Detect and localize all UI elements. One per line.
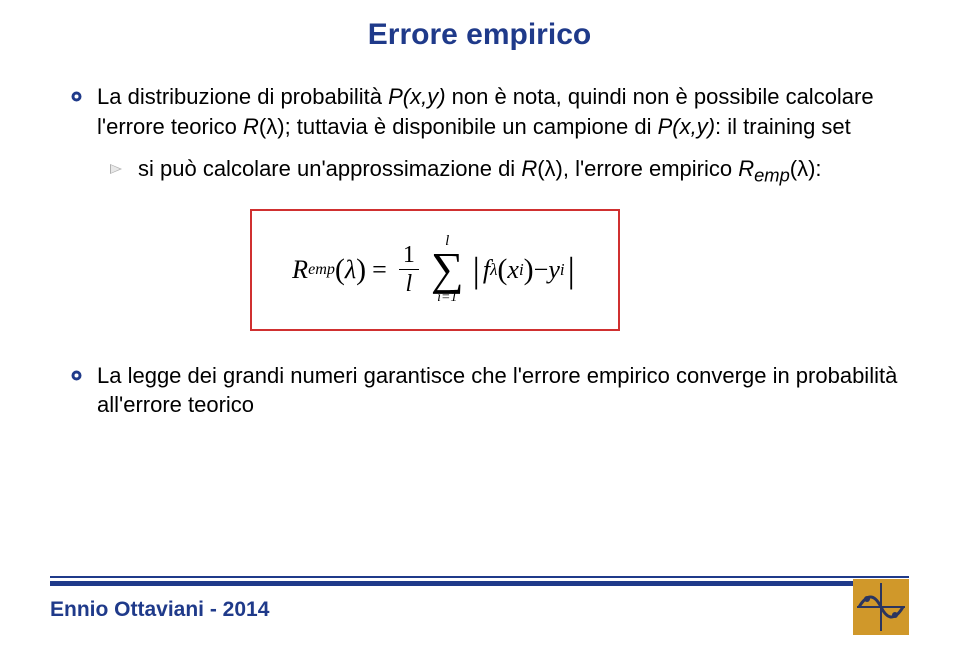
sum-lower: i=1 [437,291,457,305]
text-italic: P(x,y) [658,114,715,139]
bullet-1: La distribuzione di probabilità P(x,y) n… [70,82,904,141]
frac-den: l [406,270,413,296]
formula-f: f [483,255,490,285]
text-fragment: , l'errore empirico [563,156,738,181]
slide: Errore empirico La distribuzione di prob… [0,0,959,650]
bullet-2: si può calcolare un'approssimazione di R… [110,156,904,186]
summation: l ∑ i=1 [431,234,464,305]
bullet-3: La legge dei grandi numeri garantisce ch… [70,361,904,420]
rparen: ) [356,253,366,287]
rparen2: ) [524,253,534,287]
equals: = [372,255,387,285]
text-fragment: ; tuttavia è disponibile un campione di [285,114,658,139]
lparen2: ( [497,253,507,287]
text-italic: P(x,y) [388,84,445,109]
formula-f-lambda: λ [490,260,497,280]
content-area: La distribuzione di probabilità P(x,y) n… [0,52,959,420]
formula-yi-sub: i [560,260,565,280]
abs-bar-r: | [568,254,575,286]
formula-y: y [548,255,560,285]
text-fragment: (λ) [537,156,563,181]
abs-bar-l: | [473,254,480,286]
text-fragment: (λ): [790,156,822,181]
text-fragment: si può calcolare un'approssimazione di [138,156,521,181]
sigma-icon: ∑ [431,251,464,288]
minus: − [534,255,549,285]
bullet-icon [70,90,83,103]
bullet-1-text: La distribuzione di probabilità P(x,y) n… [97,82,904,141]
bullet-3-text: La legge dei grandi numeri garantisce ch… [97,361,904,420]
text-fragment: La distribuzione di probabilità [97,84,388,109]
formula-emp-sub: emp [308,261,335,279]
fraction: 1 l [399,243,419,296]
formula-box: Remp (λ) = 1 l l ∑ i=1 | fλ (xi) − yi | [250,209,620,331]
text-fragment: (λ) [259,114,285,139]
text-italic: R [243,114,259,139]
formula-R: R [292,255,308,285]
text-fragment: : il training set [715,114,851,139]
footer-divider [50,576,909,586]
bullet-2-text: si può calcolare un'approssimazione di R… [138,156,822,186]
text-italic: R [738,156,754,181]
arrow-icon [110,162,126,176]
formula: Remp (λ) = 1 l l ∑ i=1 | fλ (xi) − yi | [292,234,578,305]
bullet-icon [70,369,83,382]
text-italic: R [521,156,537,181]
lparen: ( [335,253,345,287]
text-subscript: emp [754,165,790,186]
formula-lambda: λ [345,255,356,285]
slide-title: Errore empirico [0,0,959,52]
author-footer: Ennio Ottaviani - 2014 [50,598,269,622]
logo-icon [853,579,909,635]
frac-num: 1 [399,243,419,270]
formula-x: x [507,255,519,285]
